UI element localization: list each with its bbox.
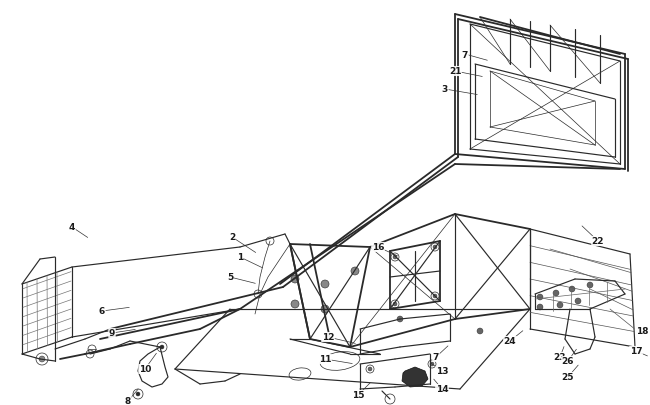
Text: 21: 21 bbox=[448, 67, 461, 76]
Circle shape bbox=[477, 328, 483, 334]
Text: 15: 15 bbox=[352, 390, 364, 399]
Text: 18: 18 bbox=[636, 327, 648, 336]
Text: 4: 4 bbox=[69, 223, 75, 232]
Text: 16: 16 bbox=[372, 243, 384, 252]
Circle shape bbox=[537, 294, 543, 300]
Circle shape bbox=[321, 280, 329, 288]
Circle shape bbox=[430, 362, 434, 366]
Circle shape bbox=[575, 298, 581, 304]
Circle shape bbox=[321, 305, 329, 313]
Circle shape bbox=[393, 302, 397, 306]
Circle shape bbox=[569, 286, 575, 292]
Circle shape bbox=[553, 290, 559, 296]
Circle shape bbox=[397, 316, 403, 322]
Text: 14: 14 bbox=[436, 385, 448, 394]
Circle shape bbox=[291, 275, 299, 284]
Circle shape bbox=[557, 302, 563, 308]
Circle shape bbox=[433, 245, 437, 249]
Text: 13: 13 bbox=[436, 367, 448, 375]
Text: 6: 6 bbox=[99, 307, 105, 316]
Circle shape bbox=[537, 304, 543, 310]
Circle shape bbox=[351, 267, 359, 275]
Text: 25: 25 bbox=[562, 373, 574, 382]
Circle shape bbox=[160, 345, 164, 349]
Text: 5: 5 bbox=[227, 273, 233, 282]
Text: 26: 26 bbox=[562, 357, 574, 366]
Text: 11: 11 bbox=[318, 355, 332, 364]
Polygon shape bbox=[402, 367, 428, 387]
Text: 22: 22 bbox=[592, 237, 604, 246]
Text: 17: 17 bbox=[630, 347, 642, 356]
Text: 7: 7 bbox=[433, 353, 439, 362]
Circle shape bbox=[39, 356, 45, 362]
Text: 12: 12 bbox=[322, 333, 334, 342]
Text: 24: 24 bbox=[504, 337, 516, 345]
Text: 2: 2 bbox=[229, 233, 235, 242]
Text: 23: 23 bbox=[554, 353, 566, 362]
Circle shape bbox=[136, 392, 140, 396]
Text: 7: 7 bbox=[462, 50, 468, 60]
Text: 3: 3 bbox=[442, 85, 448, 94]
Circle shape bbox=[433, 294, 437, 298]
Text: 10: 10 bbox=[139, 364, 151, 373]
Text: 8: 8 bbox=[125, 396, 131, 405]
Circle shape bbox=[291, 300, 299, 308]
Circle shape bbox=[587, 282, 593, 288]
Text: 1: 1 bbox=[237, 253, 243, 262]
Text: 9: 9 bbox=[109, 329, 115, 338]
Circle shape bbox=[393, 256, 397, 259]
Circle shape bbox=[368, 367, 372, 371]
